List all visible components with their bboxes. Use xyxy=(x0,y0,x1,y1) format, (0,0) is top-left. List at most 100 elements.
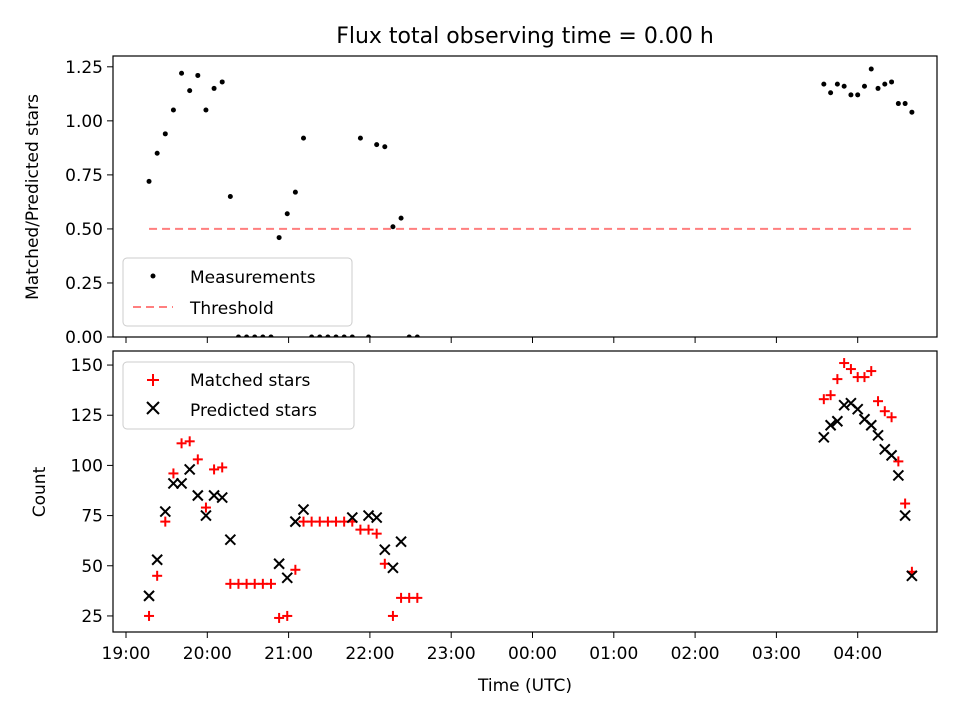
x-tick-label: 01:00 xyxy=(589,644,638,664)
measurement-point xyxy=(414,334,420,337)
predicted-point xyxy=(872,429,884,442)
measurement-point xyxy=(203,107,209,113)
predicted-point xyxy=(273,558,285,570)
predicted-point xyxy=(395,535,407,548)
matched-legend-label: Matched stars xyxy=(190,371,310,391)
measurement-point xyxy=(861,83,867,89)
matched-point xyxy=(873,396,884,407)
measurement-point xyxy=(276,235,282,241)
predicted-point-b xyxy=(273,558,285,570)
predicted-point-b xyxy=(858,413,871,425)
bottom-series-matched-stars xyxy=(144,358,917,623)
measurement-point xyxy=(146,178,152,184)
measurement-point xyxy=(390,224,396,230)
measurement-point xyxy=(828,90,834,96)
predicted-point-b xyxy=(370,511,383,524)
predicted-point-b xyxy=(872,429,884,442)
bottom-y-axis-label: Count xyxy=(30,466,50,517)
measurement-point xyxy=(341,334,347,337)
matched-point xyxy=(825,390,836,401)
measurement-point xyxy=(366,334,372,337)
matched-point xyxy=(192,454,203,465)
y-tick-label: 150 xyxy=(71,356,103,376)
predicted-point-b xyxy=(845,397,857,409)
chart-title: Flux total observing time = 0.00 h xyxy=(336,24,714,49)
measurements-legend-marker xyxy=(150,273,156,279)
threshold-legend-label: Threshold xyxy=(189,299,274,319)
measurement-point xyxy=(284,211,290,217)
predicted-point xyxy=(159,505,172,518)
matched-point xyxy=(363,524,374,535)
matched-point xyxy=(176,438,187,449)
predicted-point-b xyxy=(851,403,864,415)
matched-point xyxy=(265,578,276,589)
matched-point xyxy=(387,610,398,621)
matched-point xyxy=(371,528,382,539)
predicted-point-b xyxy=(297,503,310,516)
predicted-point xyxy=(192,489,204,502)
predicted-point-b xyxy=(192,489,204,502)
matched-point xyxy=(282,610,293,621)
predicted-point-b xyxy=(167,477,180,490)
measurement-point xyxy=(252,334,258,337)
predicted-point xyxy=(370,511,383,524)
matched-point xyxy=(879,406,890,417)
predicted-point xyxy=(885,449,898,462)
predicted-legend-label: Predicted stars xyxy=(190,401,317,421)
measurement-point xyxy=(179,70,185,76)
measurement-point xyxy=(268,334,274,337)
predicted-point xyxy=(289,515,302,528)
measurement-point xyxy=(398,215,404,221)
measurement-point xyxy=(875,85,881,91)
predicted-point-b xyxy=(818,431,830,444)
predicted-point xyxy=(216,491,228,504)
matched-point xyxy=(893,456,904,467)
y-tick-label: 1.00 xyxy=(65,112,103,132)
y-tick-label: 0.75 xyxy=(65,166,103,186)
matched-point xyxy=(900,498,911,509)
predicted-point xyxy=(281,572,293,584)
predicted-point-b xyxy=(824,419,837,431)
measurement-point xyxy=(227,194,233,199)
predicted-point-b xyxy=(289,515,302,528)
matched-point xyxy=(184,436,195,447)
matched-point xyxy=(832,374,843,385)
predicted-point-b xyxy=(208,489,220,502)
measurement-point xyxy=(187,88,193,94)
ratio-panel: 0.00 0.25 0.50 0.75 1.00 1.25 xyxy=(65,55,938,348)
bottom-legend-frame xyxy=(122,361,355,430)
predicted-point-b xyxy=(183,463,196,476)
predicted-point-b xyxy=(379,544,391,556)
matched-point xyxy=(866,366,877,377)
predicted-point-b xyxy=(200,509,212,522)
predicted-point xyxy=(297,503,310,516)
measurement-point xyxy=(301,135,307,141)
predicted-point xyxy=(387,562,399,574)
predicted-point xyxy=(818,431,830,444)
bottom-legend: Matched stars Predicted stars xyxy=(122,361,355,430)
predicted-point xyxy=(346,511,358,524)
measurement-point xyxy=(154,150,160,156)
y-tick-label: 100 xyxy=(71,456,103,476)
matched-point xyxy=(845,364,856,375)
predicted-point-b xyxy=(906,570,918,582)
y-tick-label: 75 xyxy=(81,507,103,527)
predicted-point-b xyxy=(159,505,172,518)
matched-point xyxy=(412,592,423,603)
matched-point xyxy=(818,394,829,405)
predicted-point-b xyxy=(224,533,237,546)
x-tick-label: 19:00 xyxy=(102,644,151,664)
bottom-series-predicted-stars xyxy=(143,397,918,602)
measurement-point xyxy=(235,334,241,337)
measurement-point xyxy=(895,101,901,107)
matched-point xyxy=(200,502,211,513)
matched-point xyxy=(209,464,220,475)
y-tick-label: 0.00 xyxy=(65,328,103,348)
predicted-point xyxy=(362,509,375,522)
top-axes-frame xyxy=(112,55,938,338)
measurement-point xyxy=(868,66,874,72)
predicted-legend-marker xyxy=(146,401,160,415)
measurement-point xyxy=(909,109,915,115)
matched-point xyxy=(839,358,850,369)
